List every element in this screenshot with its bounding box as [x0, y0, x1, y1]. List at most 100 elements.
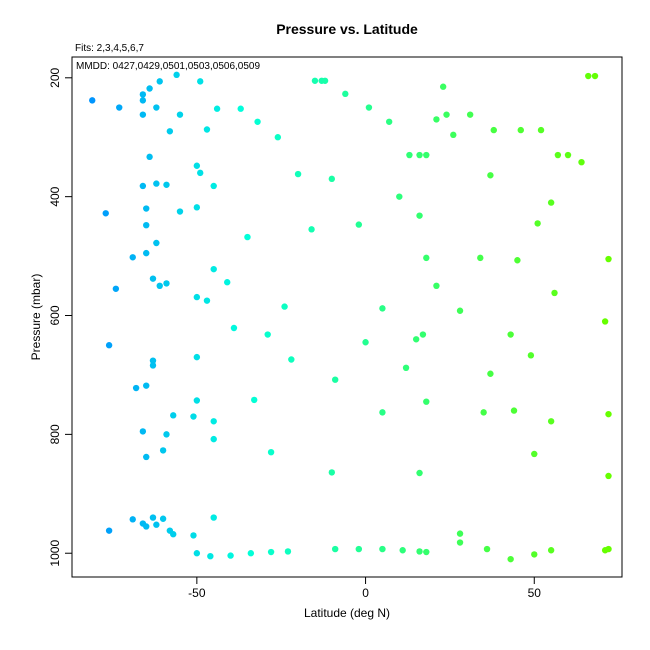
data-point: [149, 357, 157, 364]
data-point: [156, 282, 163, 289]
data-point: [507, 331, 514, 338]
data-point: [531, 450, 538, 458]
data-point: [251, 396, 258, 404]
data-point: [456, 539, 464, 546]
data-point: [510, 407, 518, 414]
data-point: [308, 226, 315, 233]
data-point: [163, 181, 170, 188]
data-point: [190, 532, 197, 539]
data-point: [547, 547, 555, 554]
data-point: [146, 153, 153, 161]
data-point: [170, 412, 177, 419]
data-point: [487, 172, 494, 179]
data-point: [342, 90, 349, 98]
data-point: [193, 204, 201, 211]
data-point: [355, 221, 363, 228]
data-point: [210, 182, 217, 190]
data-point: [207, 553, 214, 560]
data-point: [450, 131, 457, 139]
data-point: [159, 447, 167, 454]
data-point: [210, 514, 217, 521]
mmdd-annotation: MMDD: 0427,0429,0501,0503,0506,0509: [76, 61, 260, 72]
data-point: [193, 397, 201, 404]
data-point: [355, 545, 363, 553]
data-point: [514, 257, 521, 264]
data-point: [139, 182, 147, 190]
data-point: [328, 175, 336, 183]
data-point: [143, 249, 150, 257]
data-point: [210, 418, 217, 425]
data-point: [321, 77, 329, 84]
data-point: [547, 199, 555, 206]
data-point: [439, 83, 447, 90]
data-point: [149, 514, 157, 521]
y-tick-label: 800: [48, 424, 62, 444]
data-point: [210, 265, 217, 273]
x-axis: -50 0 50: [188, 576, 542, 600]
data-point: [139, 91, 147, 98]
data-point: [365, 104, 373, 111]
data-point: [284, 548, 292, 555]
data-point: [153, 521, 160, 528]
data-point: [483, 545, 491, 553]
data-point: [311, 77, 319, 84]
data-point: [274, 134, 282, 141]
data-point: [237, 105, 244, 112]
y-tick-label: 600: [48, 305, 62, 325]
data-point: [331, 376, 339, 383]
data-point: [153, 104, 160, 111]
data-point: [264, 331, 271, 338]
x-tick-label: 50: [528, 586, 542, 600]
data-point: [267, 449, 275, 456]
data-point: [193, 550, 201, 557]
data-point: [416, 469, 423, 477]
data-point: [89, 97, 96, 104]
data-point: [466, 111, 474, 118]
data-point: [139, 428, 147, 435]
data-point: [328, 469, 336, 476]
data-point: [163, 280, 170, 287]
data-points: [89, 71, 612, 563]
data-point: [554, 151, 562, 159]
data-point: [433, 116, 440, 123]
data-point: [490, 126, 497, 134]
data-point: [153, 180, 160, 187]
data-point: [224, 279, 231, 286]
data-point: [507, 555, 514, 563]
data-point: [456, 307, 464, 314]
data-point: [578, 158, 585, 166]
data-point: [591, 72, 599, 80]
data-point: [288, 356, 295, 363]
data-point: [601, 318, 609, 325]
data-point: [139, 97, 147, 104]
data-point: [156, 78, 163, 85]
data-point: [531, 551, 538, 558]
data-point: [379, 305, 386, 312]
data-point: [564, 151, 572, 159]
data-point: [419, 331, 427, 338]
x-tick-label: 0: [362, 586, 369, 600]
data-point: [412, 336, 420, 343]
data-point: [153, 239, 160, 247]
data-point: [149, 275, 157, 282]
plot-frame: [71, 56, 623, 578]
y-tick-label: 400: [48, 186, 62, 206]
data-point: [402, 364, 410, 372]
data-point: [166, 128, 174, 135]
y-tick-label: 200: [48, 67, 62, 87]
data-point: [247, 550, 255, 557]
data-point: [416, 212, 423, 219]
data-point: [102, 210, 109, 217]
data-point: [605, 410, 612, 418]
data-point: [254, 118, 261, 125]
data-point: [423, 151, 430, 159]
data-point: [423, 548, 430, 556]
data-point: [143, 523, 150, 530]
data-point: [547, 418, 555, 425]
chart-title: Pressure vs. Latitude: [276, 21, 418, 37]
data-point: [203, 126, 211, 133]
data-point: [193, 162, 201, 169]
data-point: [203, 297, 211, 304]
data-point: [170, 531, 177, 538]
data-point: [139, 111, 147, 118]
